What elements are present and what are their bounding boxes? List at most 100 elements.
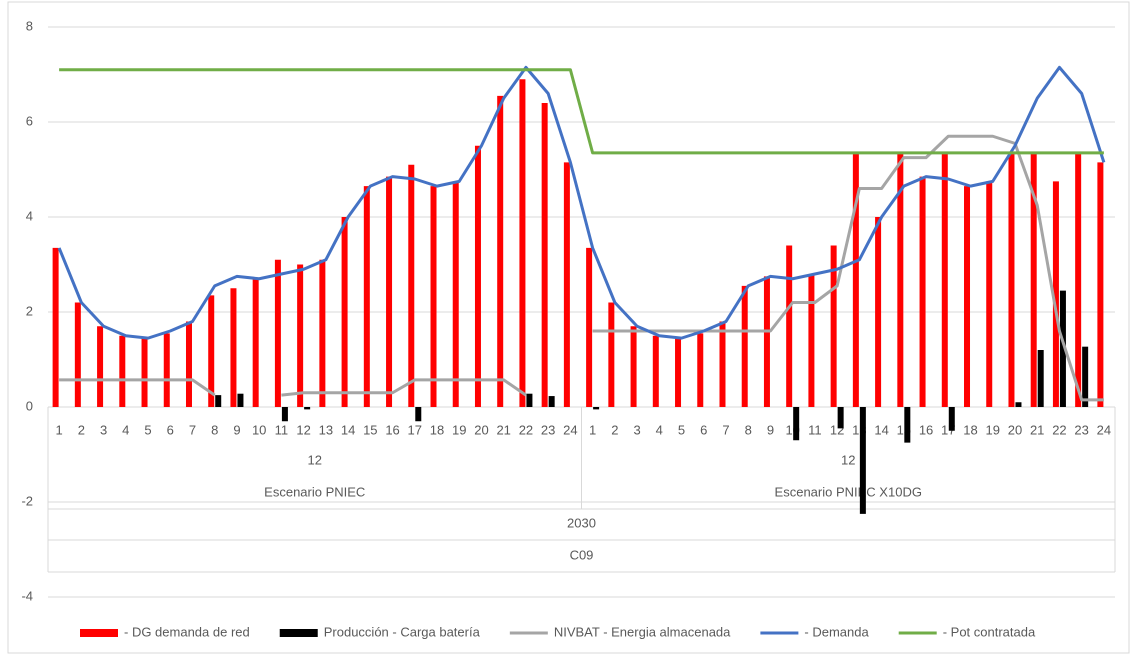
bar: [719, 321, 726, 407]
line: [59, 68, 1104, 155]
bar: [830, 245, 837, 407]
bar: [185, 321, 192, 407]
bar: [1037, 350, 1044, 407]
bar: [793, 407, 800, 441]
bar: [274, 259, 281, 407]
bar: [964, 186, 971, 407]
legend-label: - Demanda: [804, 624, 869, 639]
bar: [408, 164, 415, 407]
bar: [319, 259, 326, 407]
x-tick-label: 3: [100, 422, 107, 437]
bar: [1082, 346, 1089, 407]
bar: [215, 395, 222, 407]
bar: [141, 338, 148, 407]
x-tick-label: 10: [252, 422, 266, 437]
bar: [837, 407, 844, 429]
bar: [237, 393, 244, 407]
bar: [452, 181, 459, 407]
bar: [208, 295, 215, 407]
bar: [608, 302, 615, 407]
bar: [586, 247, 593, 407]
bar: [948, 407, 955, 431]
bar: [852, 152, 859, 407]
legend-label: Producción - Carga batería: [324, 624, 481, 639]
x-tick-label: 15: [363, 422, 377, 437]
x-tick-label: 2: [611, 422, 618, 437]
x-tick-label: 14: [341, 422, 355, 437]
y-tick-label: 6: [26, 113, 33, 128]
bar: [252, 278, 259, 407]
x-tick-label: 6: [167, 422, 174, 437]
bar: [1059, 290, 1066, 407]
bar: [497, 95, 504, 407]
x-tick-label: 8: [211, 422, 218, 437]
bar: [541, 103, 548, 407]
x-tick-label: 12: [296, 422, 310, 437]
x-tick-label: 18: [963, 422, 977, 437]
x-tick-label: 16: [919, 422, 933, 437]
bar: [941, 152, 948, 407]
bar: [52, 247, 59, 407]
x-tick-label: 24: [563, 422, 577, 437]
x-tick-label: 1: [55, 422, 62, 437]
category-group-label: Escenario PNIEC: [264, 484, 365, 499]
bar: [897, 152, 904, 407]
x-tick-label: 22: [1052, 422, 1066, 437]
y-tick-label: 0: [26, 398, 33, 413]
x-tick-label: 11: [808, 422, 822, 437]
bar: [563, 162, 570, 407]
bar: [808, 274, 815, 407]
bar: [119, 335, 126, 407]
category-table: 1 2 3 4 5 6 7 8 9 10 11 12 13 14 15 16 17 18 19 20 21 22 23 24 1…: [47, 407, 1116, 573]
bar: [230, 288, 237, 407]
legend-swatch: [80, 629, 118, 637]
bar: [97, 326, 104, 407]
bar: [74, 302, 81, 407]
y-tick-label: -2: [21, 493, 33, 508]
x-tick-label: 21: [1030, 422, 1044, 437]
x-tick-label: 24: [1097, 422, 1111, 437]
bar: [1030, 152, 1037, 407]
bar: [519, 79, 526, 407]
x-tick-label: 9: [767, 422, 774, 437]
x-tick-label: 16: [385, 422, 399, 437]
bar: [386, 176, 393, 407]
x-tick-label: 20: [1008, 422, 1022, 437]
x-tick-label: 5: [678, 422, 685, 437]
x-tick-label: 19: [986, 422, 1000, 437]
bar: [163, 333, 170, 407]
chart-frame: [7, 1, 1130, 654]
line: [57, 65, 1106, 340]
bar: [548, 396, 555, 407]
y-tick-label: 2: [26, 303, 33, 318]
x-tick-label: 14: [874, 422, 888, 437]
x-tick-label: 3: [633, 422, 640, 437]
bar: [304, 407, 311, 410]
category-group-label: 12: [308, 452, 322, 467]
x-tick-label: 21: [496, 422, 510, 437]
bar: [1008, 152, 1015, 407]
x-tick-label: 7: [722, 422, 729, 437]
x-tick-label: 9: [233, 422, 240, 437]
bar: [474, 145, 481, 407]
x-tick-label: 23: [1074, 422, 1088, 437]
bar: [875, 217, 882, 407]
x-tick-label: 18: [430, 422, 444, 437]
x-tick-label: 4: [122, 422, 129, 437]
x-tick-label: 8: [745, 422, 752, 437]
legend-label: NIVBAT - Energia almacenada: [554, 624, 731, 639]
x-tick-label: 6: [700, 422, 707, 437]
bar: [919, 176, 926, 407]
bar: [526, 393, 533, 407]
bar: [986, 181, 993, 407]
x-tick-label: 1: [589, 422, 596, 437]
bar: [281, 407, 288, 422]
bar: [430, 186, 437, 407]
legend: - DG demanda de red Producción - Carga ba…: [80, 624, 1036, 639]
x-tick-label: 11: [275, 422, 289, 437]
bar: [763, 276, 770, 407]
bar: [697, 333, 704, 407]
bar: [1097, 162, 1104, 407]
